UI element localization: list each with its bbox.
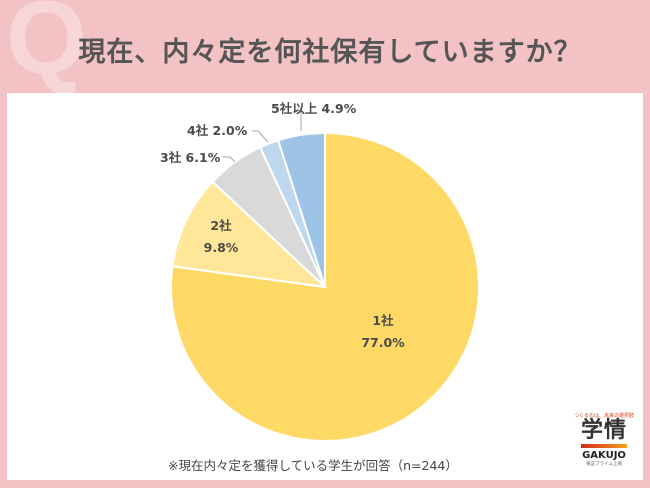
question-header: Q 現在、内々定を何社保有していますか？ bbox=[0, 0, 650, 93]
footnote: ※現在内々定を獲得している学生が回答（n=244） bbox=[168, 458, 458, 473]
q-mark-decoration: Q bbox=[6, 0, 87, 96]
label-2-pct: 9.8% bbox=[204, 240, 239, 255]
label-5plus: 5社以上 4.9% bbox=[271, 101, 357, 116]
pie-slices bbox=[170, 131, 480, 442]
logo-roman: GAKUJO bbox=[582, 450, 626, 461]
label-1-pct: 77.0% bbox=[361, 335, 405, 350]
logo-gradient-bar bbox=[581, 444, 627, 448]
slice-2 bbox=[171, 180, 328, 289]
leader-lines bbox=[222, 111, 302, 163]
logo-kanji: 学情 bbox=[580, 418, 627, 443]
label-1-name: 1社 bbox=[372, 313, 394, 328]
label-3: 3社 6.1% bbox=[160, 150, 221, 165]
slice-5plus bbox=[276, 131, 326, 288]
leader-line-3 bbox=[222, 156, 236, 163]
leader-line-4 bbox=[252, 130, 269, 143]
logo-tagline: つくるのは、未来の選択肢 bbox=[574, 413, 634, 419]
label-4: 4社 2.0% bbox=[187, 123, 248, 138]
slice-1 bbox=[170, 131, 480, 442]
gakujo-logo: つくるのは、未来の選択肢 学情 GAKUJO 東証プライム上場 bbox=[572, 412, 636, 467]
label-2-name: 2社 bbox=[210, 218, 232, 233]
logo-sub: 東証プライム上場 bbox=[586, 462, 622, 467]
page-title: 現在、内々定を何社保有していますか？ bbox=[78, 37, 582, 68]
